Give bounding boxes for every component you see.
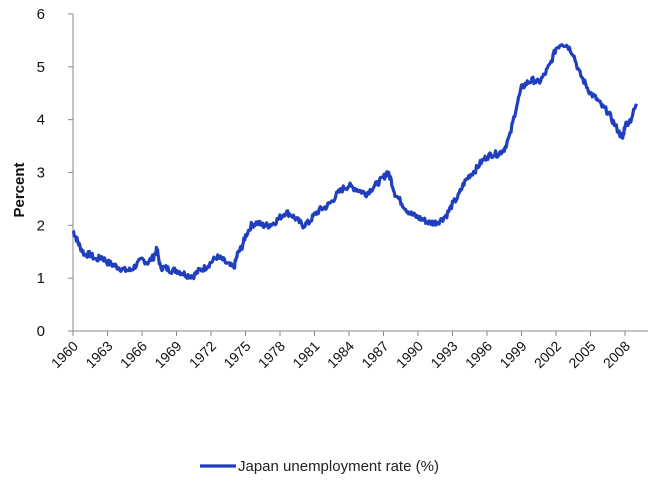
x-axis: 1960 1963 1966 1969 1972 1975 1978 1981 1984 1987…: [48, 330, 648, 371]
y-tick-label: 0: [37, 323, 45, 340]
y-tick-label: 5: [37, 59, 45, 76]
x-tick-label: 1966: [117, 338, 150, 371]
x-tick-label: 1999: [496, 338, 529, 371]
x-tick-label: 2005: [565, 338, 598, 371]
y-tick-label: 4: [37, 112, 45, 129]
y-tick-label: 6: [37, 6, 45, 23]
x-tick-label: 1975: [220, 338, 253, 371]
x-tick-label: 1987: [358, 338, 391, 371]
y-tick-label: 3: [37, 165, 45, 182]
x-tick-label: 1993: [427, 338, 460, 371]
series-line: [71, 43, 638, 281]
x-tick-label: 1960: [48, 338, 81, 371]
y-axis-label: Percent: [11, 162, 28, 217]
x-tick-label: 1972: [186, 338, 219, 371]
y-axis: 0 1 2 3 4 5 6: [37, 6, 74, 340]
y-tick-label: 2: [37, 217, 45, 234]
x-tick-label: 1984: [324, 338, 357, 371]
series-group: [71, 43, 638, 281]
legend-label: Japan unemployment rate (%): [238, 458, 439, 475]
legend: Japan unemployment rate (%): [200, 458, 439, 475]
x-tick-label: 1978: [255, 338, 288, 371]
x-tick-label: 1981: [289, 338, 322, 371]
y-tick-label: 1: [37, 270, 45, 287]
x-tick-label: 2002: [531, 338, 564, 371]
x-tick-label: 1963: [82, 338, 115, 371]
x-tick-label: 2008: [600, 338, 633, 371]
x-tick-label: 1990: [393, 338, 426, 371]
x-tick-label: 1996: [462, 338, 495, 371]
x-tick-label: 1969: [151, 338, 184, 371]
